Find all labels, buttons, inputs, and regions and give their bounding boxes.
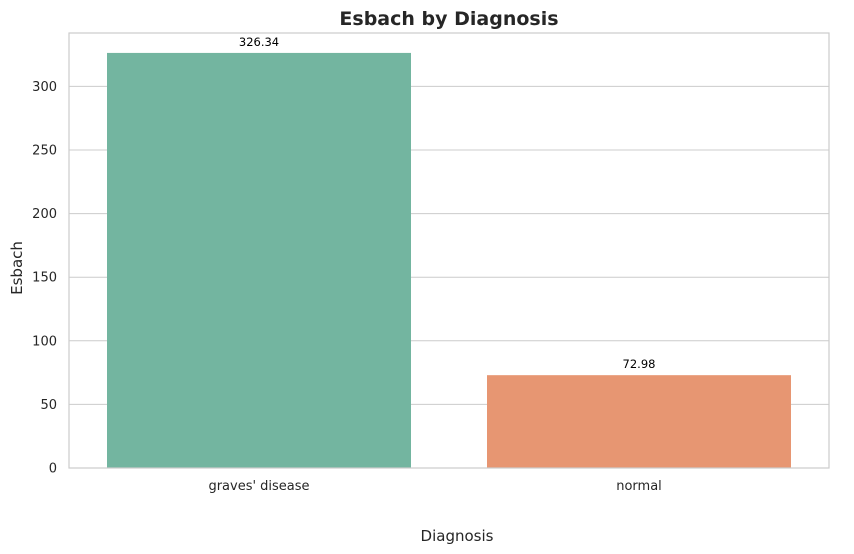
plot-frame bbox=[68, 32, 830, 469]
y-tick-label: 300 bbox=[32, 80, 57, 95]
bar-value-label: 326.34 bbox=[239, 35, 279, 49]
bar-0 bbox=[107, 52, 411, 468]
y-tick-label: 150 bbox=[32, 271, 57, 286]
x-axis-label: Diagnosis bbox=[421, 527, 494, 545]
bar-1 bbox=[487, 375, 791, 468]
x-axis-ticks: graves' disease normal bbox=[208, 479, 661, 494]
y-axis-label: Esbach bbox=[8, 241, 26, 295]
chart-title: Esbach by Diagnosis bbox=[339, 8, 558, 30]
y-tick-label: 50 bbox=[40, 398, 57, 413]
x-tick-label: graves' disease bbox=[208, 479, 309, 494]
y-tick-label: 100 bbox=[32, 334, 57, 349]
y-tick-label: 0 bbox=[49, 462, 57, 477]
bars bbox=[107, 52, 791, 468]
y-tick-label: 200 bbox=[32, 207, 57, 222]
data-labels: 326.34 72.98 bbox=[239, 35, 656, 371]
x-tick-label: normal bbox=[616, 479, 662, 494]
y-axis-ticks: 0 50 100 150 200 250 300 bbox=[32, 80, 57, 477]
bar-value-label: 72.98 bbox=[623, 357, 656, 371]
y-tick-label: 250 bbox=[32, 144, 57, 159]
